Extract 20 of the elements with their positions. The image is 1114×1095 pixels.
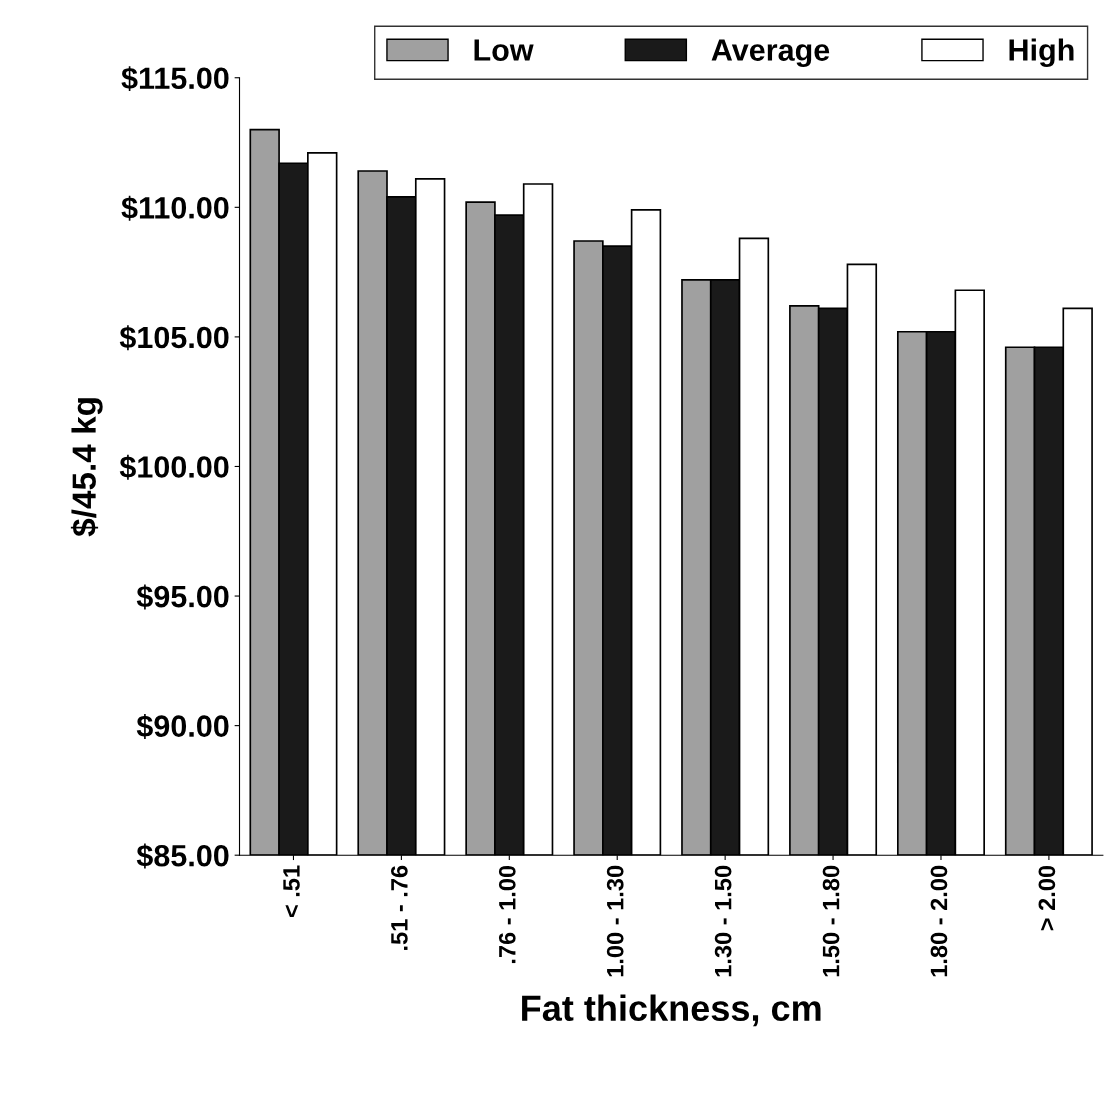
legend-label: Average bbox=[711, 39, 830, 68]
legend-label: High bbox=[1009, 38, 1074, 68]
y-axis-title: $/45.4 kg bbox=[70, 398, 103, 537]
x-tick-label: 1.00 - 1.30 bbox=[606, 865, 624, 977]
y-tick-label: $105.00 bbox=[119, 325, 229, 351]
x-tick-label: < .51 bbox=[283, 865, 300, 918]
x-tick-label: 1.30 - 1.50 bbox=[714, 865, 732, 977]
x-tick-label: 1.80 - 2.00 bbox=[930, 865, 948, 977]
y-tick-label: $90.00 bbox=[136, 714, 229, 739]
y-tick-label: $115.00 bbox=[121, 66, 229, 92]
x-tick-label: > 2.00 bbox=[1038, 865, 1056, 931]
x-tick-label: 1.50 - 1.80 bbox=[822, 865, 840, 977]
x-axis-title: Fat thickness, cm bbox=[522, 994, 821, 1027]
legend-label: Low bbox=[474, 39, 534, 61]
y-tick-label: $100.00 bbox=[119, 454, 229, 480]
y-tick-label: $110.00 bbox=[121, 195, 229, 221]
y-tick-label: $95.00 bbox=[136, 584, 229, 610]
x-tick-label: .76 - 1.00 bbox=[498, 865, 516, 964]
x-tick-label: .51 - .76 bbox=[391, 865, 408, 950]
y-tick-label: $85.00 bbox=[136, 843, 229, 869]
